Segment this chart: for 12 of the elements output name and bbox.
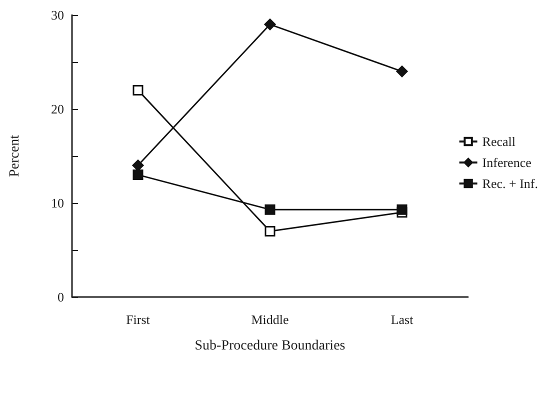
x-tick-label: Middle	[251, 312, 289, 327]
y-tick-label: 30	[51, 8, 64, 22]
x-tick-label: Last	[390, 312, 414, 327]
y-tick-label: 0	[58, 290, 64, 304]
legend-label: Inference	[482, 155, 532, 170]
legend-label: Rec. + Inf.	[482, 176, 538, 191]
x-axis-title: Sub-Procedure Boundaries	[194, 338, 346, 354]
legend-label: Recall	[482, 134, 516, 149]
x-tick-label: First	[126, 312, 150, 327]
y-tick-label: 20	[51, 102, 64, 116]
y-tick-label: 10	[51, 196, 64, 210]
y-axis-title: Percent	[8, 134, 22, 177]
